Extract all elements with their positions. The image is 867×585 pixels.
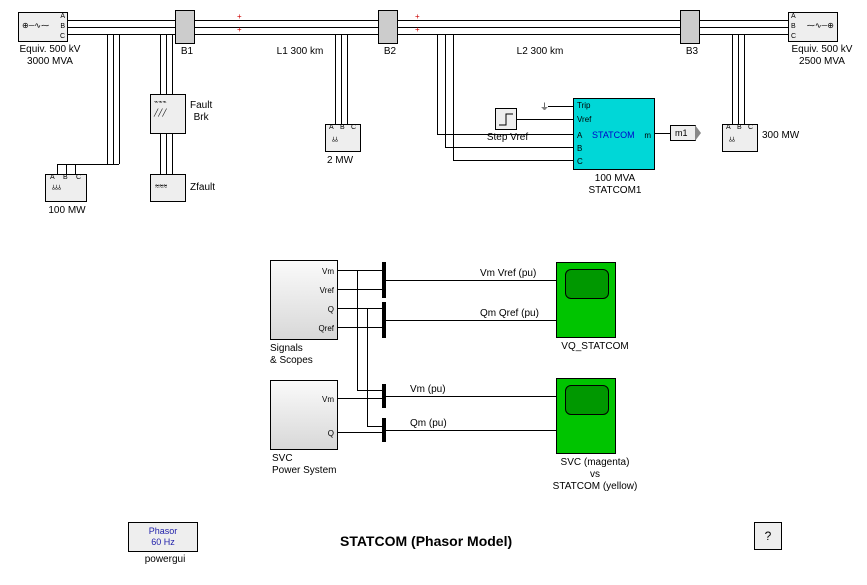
fault-brk-label: Fault Brk xyxy=(190,100,212,124)
svc-power-label: SVC Power System xyxy=(272,453,352,477)
statcom-port-c: C xyxy=(577,157,583,166)
ss-port-vm: Vm xyxy=(322,267,334,276)
source-left-block[interactable]: A B C ⊕─∿⁓ xyxy=(18,12,68,42)
sig-qm-pu: Qm (pu) xyxy=(410,418,447,430)
bus-b3-label: B3 xyxy=(682,46,702,58)
scope1-label: VQ_STATCOM xyxy=(550,341,640,353)
bus-b1-label: B1 xyxy=(177,46,197,58)
load-100mw-label: 100 MW xyxy=(32,205,102,217)
load-2mw-block[interactable]: A B C ⫰⫰ xyxy=(325,124,361,152)
step-vref-block[interactable] xyxy=(495,108,517,130)
powergui-label: powergui xyxy=(140,554,190,566)
sig-vm-vref: Vm Vref (pu) xyxy=(480,268,536,280)
svc-port-vm: Vm xyxy=(322,395,334,404)
scope-svc-vs-statcom[interactable] xyxy=(556,378,616,454)
svc-port-q: Q xyxy=(328,429,334,438)
line-l1-label: L1 300 km xyxy=(260,46,340,58)
svc-power-block[interactable]: Vm Q xyxy=(270,380,338,450)
goto-m1-text: m1 xyxy=(675,128,688,138)
bus-b3-block[interactable] xyxy=(680,10,700,44)
ss-port-q: Q xyxy=(328,305,334,314)
statcom-port-vref: Vref xyxy=(577,115,591,124)
statcom-label: 100 MVA STATCOM1 xyxy=(575,173,655,197)
statcom-block[interactable]: Trip Vref A B C m STATCOM xyxy=(573,98,655,170)
powergui-block[interactable]: Phasor 60 Hz xyxy=(128,522,198,552)
bus-b2-label: B2 xyxy=(380,46,400,58)
signals-scopes-label: Signals & Scopes xyxy=(270,343,340,367)
bus-b1-block[interactable] xyxy=(175,10,195,44)
source-right-block[interactable]: A B C ⁓∿─⊕ xyxy=(788,12,838,42)
statcom-port-m: m xyxy=(644,131,651,140)
ss-port-qref: Qref xyxy=(318,324,334,333)
help-text: ? xyxy=(765,529,772,543)
load-300mw-block[interactable]: A B C ⫰⫰ xyxy=(722,124,758,152)
signals-scopes-block[interactable]: Vm Vref Q Qref xyxy=(270,260,338,340)
statcom-port-trip: Trip xyxy=(577,101,590,110)
load-300mw-label: 300 MW xyxy=(762,130,799,142)
powergui-line2: 60 Hz xyxy=(149,537,178,548)
scope-vq-statcom[interactable] xyxy=(556,262,616,338)
powergui-line1: Phasor xyxy=(149,526,178,537)
sig-vm-pu: Vm (pu) xyxy=(410,384,446,396)
step-vref-label: Step Vref xyxy=(480,132,535,144)
zfault-label: Zfault xyxy=(190,182,215,194)
line-l2-label: L2 300 km xyxy=(500,46,580,58)
help-button[interactable]: ? xyxy=(754,522,782,550)
ss-port-vref: Vref xyxy=(320,286,334,295)
fault-brk-block[interactable]: ⌁⌁⌁ ╱╱╱ xyxy=(150,94,186,134)
statcom-port-a: A xyxy=(577,131,582,140)
source-left-label: Equiv. 500 kV 3000 MVA xyxy=(10,44,90,68)
zfault-block[interactable]: ⩬⩬⩬ xyxy=(150,174,186,202)
goto-m1[interactable]: m1 xyxy=(670,125,696,141)
model-title: STATCOM (Phasor Model) xyxy=(340,533,512,549)
statcom-text: STATCOM xyxy=(592,130,635,140)
load-100mw-block[interactable]: A B C ⫰⫰⫰ xyxy=(45,174,87,202)
scope2-label: SVC (magenta) vs STATCOM (yellow) xyxy=(540,457,650,493)
source-right-label: Equiv. 500 kV 2500 MVA xyxy=(782,44,862,68)
statcom-port-b: B xyxy=(577,144,582,153)
sig-qm-qref: Qm Qref (pu) xyxy=(480,308,539,320)
load-2mw-label: 2 MW xyxy=(310,155,370,167)
bus-b2-block[interactable] xyxy=(378,10,398,44)
